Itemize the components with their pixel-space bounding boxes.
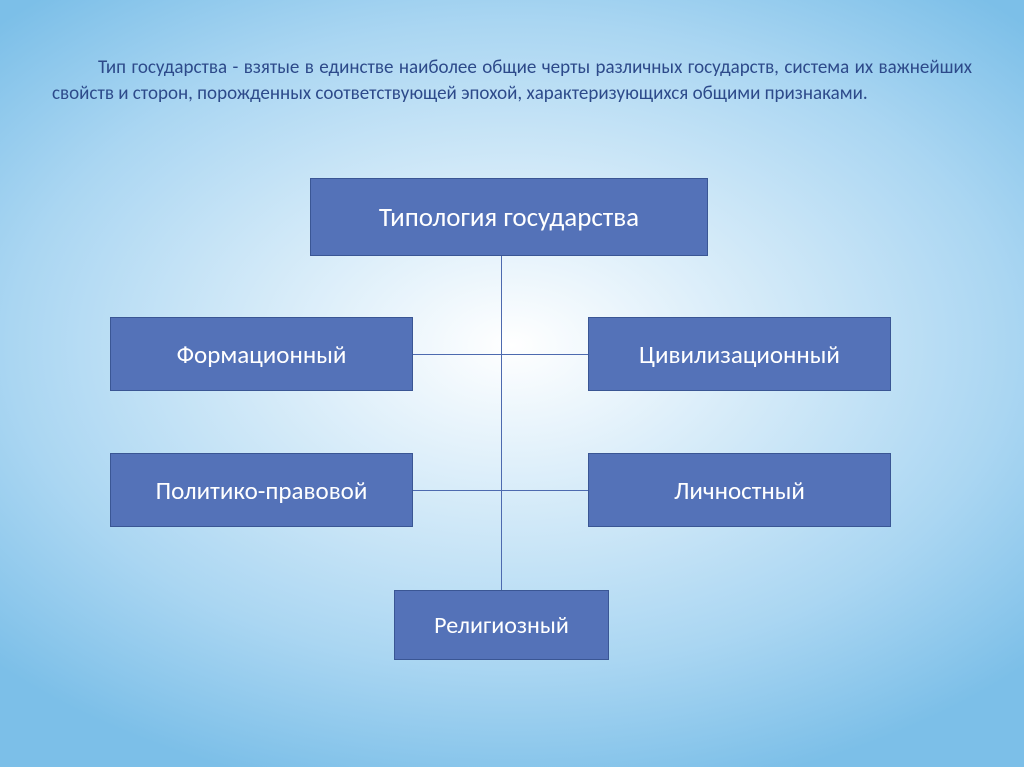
connector-h-right-2 xyxy=(502,490,588,491)
child-node-1-label: Формационный xyxy=(177,339,347,370)
child-node-1: Формационный xyxy=(110,317,413,391)
child-node-4: Личностный xyxy=(588,453,891,527)
connector-h-left-2 xyxy=(413,490,501,491)
connector-h-left-1 xyxy=(413,354,501,355)
child-node-2: Цивилизационный xyxy=(588,317,891,391)
root-node-label: Типология государства xyxy=(379,201,639,234)
child-node-3: Политико-правовой xyxy=(110,453,413,527)
child-node-2-label: Цивилизационный xyxy=(639,339,840,370)
slide-content: Тип государства - взятые в единстве наиб… xyxy=(0,0,1024,767)
child-node-4-label: Личностный xyxy=(674,475,805,506)
child-node-5-label: Религиозный xyxy=(434,611,569,640)
child-node-5: Религиозный xyxy=(394,590,609,660)
connector-h-right-1 xyxy=(502,354,588,355)
child-node-3-label: Политико-правовой xyxy=(156,475,368,506)
definition-text: Тип государства - взятые в единстве наиб… xyxy=(52,55,972,106)
root-node: Типология государства xyxy=(310,178,708,256)
definition-paragraph: Тип государства - взятые в единстве наиб… xyxy=(52,55,972,106)
connector-trunk xyxy=(501,256,502,590)
